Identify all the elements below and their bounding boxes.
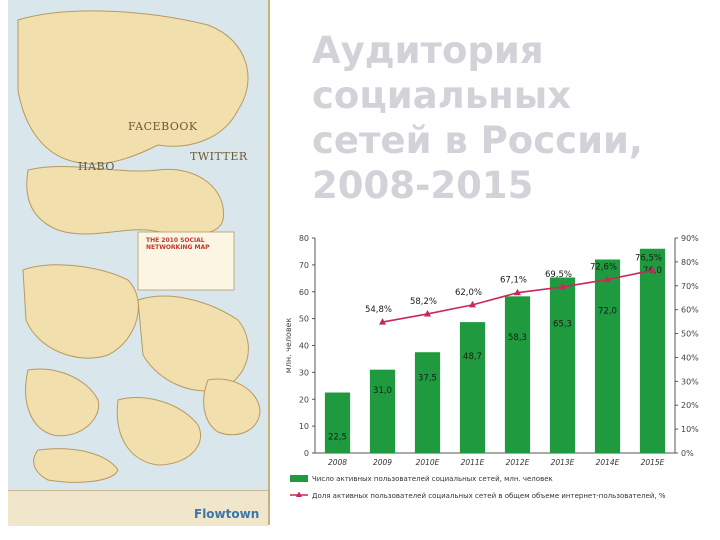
legend-swatch-bars xyxy=(290,475,308,482)
social-network-audience-chart: 0 10 20 30 40 50 60 70 80 0% 10% 20% 30% 40% 50% 60% 70%… xyxy=(284,234,699,500)
bar xyxy=(459,322,486,453)
bar-value-label: 37,5 xyxy=(418,373,437,383)
y-tick-label: 80 xyxy=(299,234,309,243)
y-tick-label: 70 xyxy=(299,261,309,270)
share-value-label: 67,1% xyxy=(500,276,527,286)
slide-title-line-4: 2008-2015 xyxy=(312,164,534,207)
x-tick-label: 2008 xyxy=(328,458,347,467)
x-tick-label: 2011E xyxy=(461,458,485,467)
legend-label-line: Доля активных пользователей социальных с… xyxy=(312,492,666,500)
bar-value-label: 48,7 xyxy=(463,352,482,362)
y-tick-label: 30 xyxy=(299,368,309,377)
y2-tick-label: 70% xyxy=(681,282,699,291)
share-value-label: 72,6% xyxy=(590,263,617,273)
bar xyxy=(549,277,576,453)
bar xyxy=(324,392,351,453)
y-tick-label: 20 xyxy=(299,395,309,404)
x-tick-label: 2009 xyxy=(373,458,392,467)
share-point xyxy=(379,318,386,325)
bar-value-label: 22,5 xyxy=(328,433,347,443)
y-tick-label: 50 xyxy=(299,315,309,324)
share-point xyxy=(469,300,476,308)
y-tick-label: 0 xyxy=(304,449,309,458)
y2-tick-label: 40% xyxy=(681,353,699,362)
legend-label-bars: Число активных пользователей социальных … xyxy=(312,475,553,483)
bar xyxy=(369,369,396,453)
bar-value-label: 58,3 xyxy=(508,333,527,343)
bar-value-label: 72,0 xyxy=(598,307,617,317)
y2-tick-label: 20% xyxy=(681,401,699,410)
share-point xyxy=(649,266,656,273)
y2-tick-label: 30% xyxy=(681,377,699,386)
x-tick-label: 2012E xyxy=(506,458,530,467)
x-tick-label: 2015E xyxy=(641,458,665,467)
bar xyxy=(414,352,441,453)
slide-title: Аудитория социальных сетей в России, 200… xyxy=(312,28,712,208)
social-network-map-image: FACEBOOK TWITTER HABO THE 2010 SOCIAL NE… xyxy=(8,0,270,525)
share-point xyxy=(559,282,566,290)
share-value-label: 58,2% xyxy=(410,297,437,307)
map-label-twitter: TWITTER xyxy=(190,150,248,163)
slide-title-line-2: социальных xyxy=(312,74,572,117)
bar xyxy=(504,296,531,453)
x-tick-label: 2014E xyxy=(596,458,620,467)
y-tick-label: 60 xyxy=(299,288,309,297)
bar xyxy=(594,259,621,453)
legend-swatch-marker xyxy=(296,491,302,497)
y2-tick-label: 50% xyxy=(681,330,699,339)
x-tick-label: 2013E xyxy=(551,458,575,467)
bar-value-label: 65,3 xyxy=(553,320,572,330)
share-value-label: 76,5% xyxy=(635,253,662,263)
y-tick-label: 40 xyxy=(299,342,309,351)
y2-tick-label: 10% xyxy=(681,425,699,434)
map-title: THE 2010 SOCIAL NETWORKING MAP xyxy=(146,237,210,251)
map-footer xyxy=(8,490,268,526)
bar xyxy=(639,248,666,453)
slide-title-line-1: Аудитория xyxy=(312,29,544,72)
bar-value-label: 31,0 xyxy=(373,386,392,396)
map-label-habo: HABO xyxy=(78,160,115,173)
share-value-label: 69,5% xyxy=(545,270,572,280)
map-label-facebook: FACEBOOK xyxy=(128,120,198,133)
share-point xyxy=(514,288,521,296)
slide-title-line-3: сетей в России, xyxy=(312,119,643,162)
y-axis-label: млн. человек xyxy=(284,318,293,374)
flowtown-logo: Flowtown xyxy=(194,507,260,521)
x-tick-label: 2010E xyxy=(416,458,440,467)
share-value-label: 54,8% xyxy=(365,305,392,315)
y2-tick-label: 80% xyxy=(681,258,699,267)
share-point xyxy=(604,275,611,283)
share-value-label: 62,0% xyxy=(455,288,482,298)
y2-tick-label: 90% xyxy=(681,234,699,243)
y2-tick-label: 60% xyxy=(681,306,699,315)
share-point xyxy=(424,309,431,317)
y-tick-label: 10 xyxy=(299,422,309,431)
map-illustration xyxy=(8,0,268,525)
y2-tick-label: 0% xyxy=(681,449,694,458)
